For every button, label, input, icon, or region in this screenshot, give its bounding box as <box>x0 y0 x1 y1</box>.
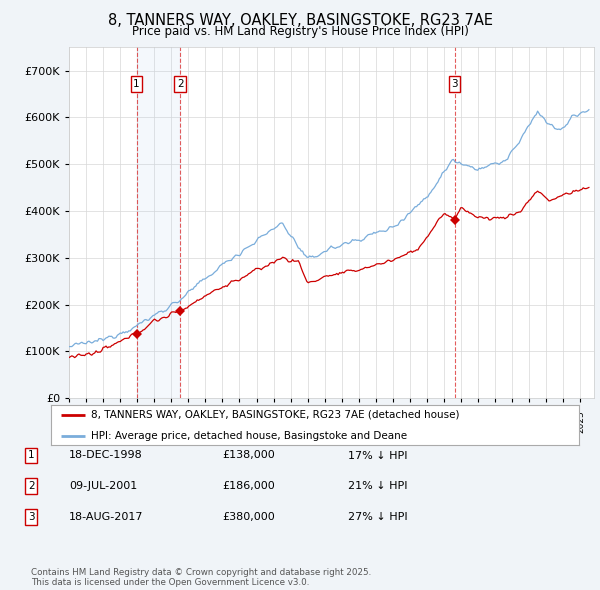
Text: 2001: 2001 <box>167 411 176 434</box>
Text: 8, TANNERS WAY, OAKLEY, BASINGSTOKE, RG23 7AE (detached house): 8, TANNERS WAY, OAKLEY, BASINGSTOKE, RG2… <box>91 410 459 420</box>
Text: 2016: 2016 <box>422 411 431 434</box>
Text: 18-AUG-2017: 18-AUG-2017 <box>69 512 143 522</box>
Text: 2022: 2022 <box>525 411 534 433</box>
Text: 2006: 2006 <box>252 411 261 434</box>
Text: 1997: 1997 <box>98 411 107 434</box>
Text: 2014: 2014 <box>388 411 397 433</box>
Text: 2017: 2017 <box>439 411 449 434</box>
Text: 2000: 2000 <box>150 411 159 434</box>
Text: 1999: 1999 <box>133 411 142 434</box>
Text: 2012: 2012 <box>354 411 363 433</box>
Text: 2015: 2015 <box>406 411 415 434</box>
Text: 2: 2 <box>28 481 35 491</box>
Text: 2010: 2010 <box>320 411 329 434</box>
Text: 2019: 2019 <box>473 411 482 434</box>
Text: Price paid vs. HM Land Registry's House Price Index (HPI): Price paid vs. HM Land Registry's House … <box>131 25 469 38</box>
Bar <box>137 47 180 398</box>
Text: HPI: Average price, detached house, Basingstoke and Deane: HPI: Average price, detached house, Basi… <box>91 431 407 441</box>
Text: 1996: 1996 <box>82 411 91 434</box>
Text: Contains HM Land Registry data © Crown copyright and database right 2025.
This d: Contains HM Land Registry data © Crown c… <box>31 568 371 587</box>
Text: 2024: 2024 <box>559 411 568 433</box>
Text: £186,000: £186,000 <box>222 481 275 491</box>
Text: 2021: 2021 <box>508 411 517 433</box>
Text: 3: 3 <box>28 512 35 522</box>
Text: 2018: 2018 <box>457 411 466 434</box>
Text: 2: 2 <box>177 79 184 89</box>
Text: 2008: 2008 <box>286 411 295 434</box>
Text: 21% ↓ HPI: 21% ↓ HPI <box>348 481 407 491</box>
Text: 18-DEC-1998: 18-DEC-1998 <box>69 451 143 460</box>
Text: 1998: 1998 <box>116 411 125 434</box>
Text: 2025: 2025 <box>576 411 585 433</box>
Text: 1: 1 <box>28 451 35 460</box>
Text: 2007: 2007 <box>269 411 278 434</box>
Text: 3: 3 <box>451 79 458 89</box>
Text: 2020: 2020 <box>491 411 500 433</box>
Text: 2003: 2003 <box>201 411 210 434</box>
Text: 09-JUL-2001: 09-JUL-2001 <box>69 481 137 491</box>
Text: 2004: 2004 <box>218 411 227 433</box>
Text: 1: 1 <box>133 79 140 89</box>
Text: 2023: 2023 <box>542 411 551 433</box>
Text: 27% ↓ HPI: 27% ↓ HPI <box>348 512 407 522</box>
Text: 2002: 2002 <box>184 411 193 433</box>
Text: 17% ↓ HPI: 17% ↓ HPI <box>348 451 407 460</box>
Text: 2013: 2013 <box>371 411 380 434</box>
Text: 2011: 2011 <box>337 411 346 434</box>
Text: 8, TANNERS WAY, OAKLEY, BASINGSTOKE, RG23 7AE: 8, TANNERS WAY, OAKLEY, BASINGSTOKE, RG2… <box>107 13 493 28</box>
Text: 1995: 1995 <box>64 411 73 434</box>
Text: 2005: 2005 <box>235 411 244 434</box>
Text: 2009: 2009 <box>303 411 312 434</box>
Text: £138,000: £138,000 <box>222 451 275 460</box>
Text: £380,000: £380,000 <box>222 512 275 522</box>
